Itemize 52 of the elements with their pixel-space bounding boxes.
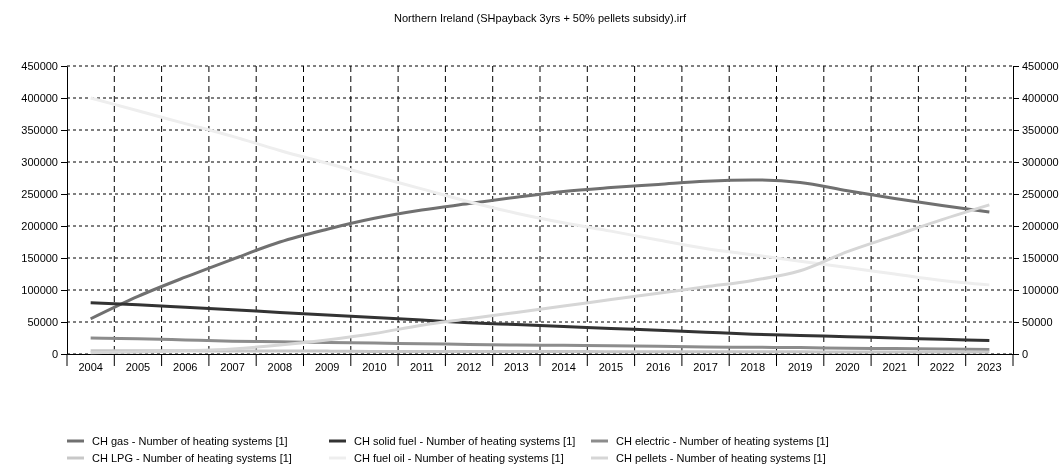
x-tick-label: 2011 [409,361,434,374]
x-tick-label: 2009 [314,361,340,374]
y-tick-label: 50000 [27,316,58,329]
y-tick-label: 400000 [21,92,58,105]
x-tick-label: 2021 [882,361,907,374]
y2-tick-label: 50000 [1022,316,1053,329]
y2-tick-label: 150000 [1022,252,1059,265]
x-tick-label: 2010 [362,361,387,374]
x-tick-label: 2020 [835,361,860,374]
x-tick-label: 2007 [220,361,245,374]
line-series [89,336,991,352]
y-tick-label: 150000 [21,252,58,265]
legend-label: CH fuel oil - Number of heating systems [1] [354,452,564,464]
x-tick-label: 2023 [977,361,1002,374]
legend-label: CH electric - Number of heating systems [1] [616,435,829,447]
y-tick-label: 0 [51,348,58,361]
y-tick-label: 100000 [21,284,58,297]
x-tick-label: 2022 [929,361,955,374]
y2-tick-label: 350000 [1022,124,1059,137]
x-tick-label: 2016 [646,361,671,374]
legend-label: CH pellets - Number of heating systems [1] [616,452,826,464]
y-tick-label: 200000 [21,220,58,233]
y2-tick-label: 0 [1022,348,1029,361]
y2-tick-label: 100000 [1022,284,1059,297]
chart-title: Northern Ireland (SHpayback 3yrs + 50% pellets subsidy).irf [394,12,687,24]
line-series [89,203,991,355]
y2-tick-label: 200000 [1022,220,1059,233]
x-tick-label: 2015 [598,361,624,374]
x-tick-label: 2019 [787,361,813,374]
x-tick-label: 2013 [504,361,529,374]
legend-label: CH LPG - Number of heating systems [1] [92,452,292,464]
y2-tick-label: 400000 [1022,92,1059,105]
x-tick-label: 2005 [125,361,151,374]
legend-label: CH gas - Number of heating systems [1] [92,435,288,447]
line-series [89,96,991,287]
y2-tick-label: 250000 [1022,188,1059,201]
x-tick-label: 2008 [267,361,293,374]
y-tick-label: 450000 [21,60,58,73]
y-tick-label: 250000 [21,188,58,201]
line-series [89,301,991,343]
x-tick-label: 2018 [740,361,766,374]
line-series [89,178,991,321]
y-tick-label: 300000 [21,156,58,169]
legend-label: CH solid fuel - Number of heating systems [1] [354,435,576,447]
x-tick-label: 2014 [551,361,576,374]
x-tick-label: 2017 [693,361,718,374]
x-tick-label: 2004 [78,361,103,374]
y2-tick-label: 300000 [1022,156,1059,169]
x-tick-label: 2006 [173,361,198,374]
y2-tick-label: 450000 [1022,60,1059,73]
y-tick-label: 350000 [21,124,58,137]
x-tick-label: 2012 [456,361,482,374]
